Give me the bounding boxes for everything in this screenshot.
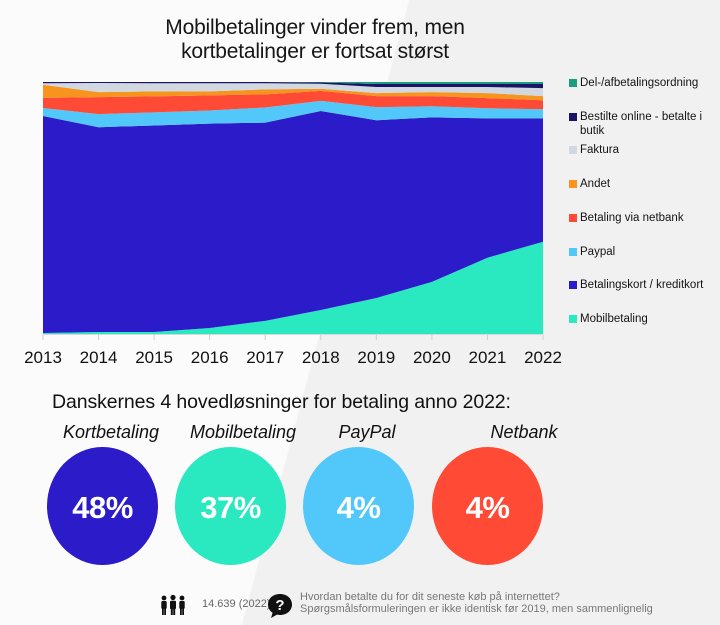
stacked-area-chart: 2013 2014 2015 2016 2017 2018 2019 2020 2021 2022 xyxy=(24,82,562,367)
legend-label: Paypal xyxy=(580,246,616,258)
kpi-circle-netbank: 4% xyxy=(432,447,543,565)
x-tick-label: 2015 xyxy=(135,348,173,367)
legend-item-betalingskort: Betalingskort / kreditkort xyxy=(569,278,719,292)
area-faktura xyxy=(43,83,543,97)
area-paypal xyxy=(43,100,543,128)
svg-text:?: ? xyxy=(275,597,284,614)
chart-title-line-2: kortbetalinger er fortsat størst xyxy=(181,40,449,63)
legend-item-andet: Andet xyxy=(569,177,719,191)
legend-label: Andet xyxy=(580,178,611,190)
respondent-count: 14.639 (2022) xyxy=(202,598,271,610)
chart-title: Mobilbetalinger vinder frem, men kortbet… xyxy=(150,16,480,64)
legend-item-mobilbetaling: Mobilbetaling xyxy=(569,312,719,326)
area-mobilbetaling xyxy=(43,241,543,334)
area-betaling-via-netbank xyxy=(43,90,543,115)
kpi-label-netbank: Netbank xyxy=(490,422,558,442)
kpi-value: 48% xyxy=(72,490,133,525)
legend-swatch xyxy=(569,315,577,323)
summary-heading: Danskernes 4 hovedløsninger for betaling… xyxy=(52,391,511,413)
x-tick-label: 2014 xyxy=(80,348,118,367)
chart-areas xyxy=(43,82,543,334)
legend-label: Betalingskort / kreditkort xyxy=(580,279,704,291)
x-axis: 2013 2014 2015 2016 2017 2018 2019 2020 2021 2022 xyxy=(24,334,562,367)
x-tick-label: 2019 xyxy=(357,348,395,367)
legend-item-faktura: Faktura xyxy=(569,143,719,157)
kpi-label-paypal: PayPal xyxy=(338,422,396,442)
legend-item-del-afbetaling: Del-/afbetalingsordning xyxy=(569,76,719,90)
legend-item-bestilte-online: Bestilte online - betalte i butik xyxy=(569,110,719,138)
kpi-circle-kortbetaling: 48% xyxy=(47,447,158,565)
legend-swatch xyxy=(569,180,577,188)
legend-swatch xyxy=(569,248,577,256)
area-betalingskort-kreditkort xyxy=(43,110,543,333)
area-andet xyxy=(43,84,543,101)
legend-swatch xyxy=(569,214,577,222)
kpi-value: 37% xyxy=(200,490,261,525)
legend-swatch xyxy=(569,113,577,121)
area-del-afbetalingsordning xyxy=(43,82,543,85)
x-tick-label: 2020 xyxy=(413,348,451,367)
kpi-label-mobilbetaling: Mobilbetaling xyxy=(189,422,297,442)
legend-swatch xyxy=(569,281,577,289)
x-tick-label: 2021 xyxy=(469,348,507,367)
x-tick-label: 2013 xyxy=(24,348,62,367)
kpi-circle-paypal: 4% xyxy=(303,447,414,565)
legend-label: Faktura xyxy=(580,144,619,156)
survey-question: Hvordan betalte du for dit seneste køb p… xyxy=(300,591,653,615)
area-bestilte-online-betalte-i-butik xyxy=(43,82,543,89)
x-tick-label: 2017 xyxy=(246,348,284,367)
kpi-circle-mobilbetaling: 37% xyxy=(175,447,286,565)
kpi-label-kortbetaling: Kortbetaling xyxy=(62,422,160,442)
legend-label: Del-/afbetalingsordning xyxy=(580,77,699,89)
legend-swatch xyxy=(569,146,577,154)
survey-question-line-1: Hvordan betalte du for dit seneste køb p… xyxy=(300,591,560,603)
people-icon xyxy=(161,595,185,615)
legend-item-paypal: Paypal xyxy=(569,245,719,259)
x-tick-label: 2022 xyxy=(524,348,562,367)
chart-title-line-1: Mobilbetalinger vinder frem, men xyxy=(165,16,465,39)
x-tick-label: 2016 xyxy=(191,348,229,367)
kpi-value: 4% xyxy=(336,490,381,525)
legend-item-netbank: Betaling via netbank xyxy=(569,211,719,225)
legend-label: Mobilbetaling xyxy=(580,313,648,325)
x-tick-label: 2018 xyxy=(302,348,340,367)
question-bubble-icon: ? xyxy=(268,594,292,618)
kpi-value: 4% xyxy=(465,490,510,525)
legend-label: Betaling via netbank xyxy=(580,212,684,224)
legend-swatch xyxy=(569,79,577,87)
legend-label: Bestilte online - betalte i butik xyxy=(580,111,703,137)
survey-question-line-2: Spørgsmålsformuleringen er ikke identisk… xyxy=(300,603,653,615)
